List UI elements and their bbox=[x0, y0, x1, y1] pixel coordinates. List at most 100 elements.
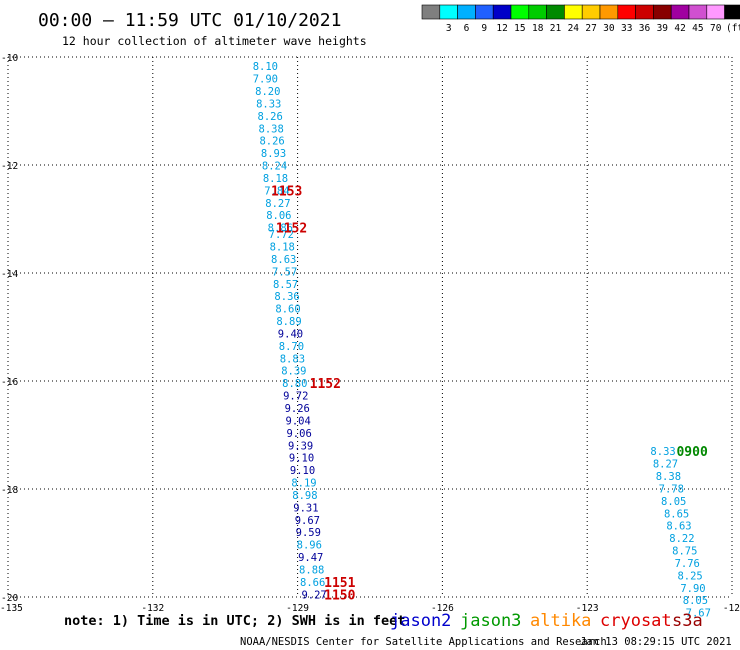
x-tick-label: -132 bbox=[141, 603, 164, 614]
legend-swatch bbox=[564, 4, 583, 20]
pass-time-label: 1153 bbox=[271, 184, 302, 199]
wave-height-point: 8.27 bbox=[265, 198, 290, 210]
footer-credit: NOAA/NESDIS Center for Satellite Applica… bbox=[240, 636, 607, 648]
legend-label: 30 bbox=[603, 23, 615, 34]
wave-height-point: 7.90 bbox=[253, 74, 278, 86]
wave-height-point: 7.67 bbox=[686, 608, 711, 620]
satellite-name-cryosat: cryosat bbox=[600, 611, 672, 631]
wave-height-point: 8.80 bbox=[282, 378, 307, 390]
legend-label: 12 bbox=[496, 23, 507, 34]
legend-label: 42 bbox=[674, 23, 685, 34]
wave-height-point: 8.38 bbox=[656, 471, 681, 483]
wave-height-point: 9.67 bbox=[295, 515, 320, 527]
legend-swatch bbox=[457, 4, 476, 20]
wave-height-point: 7.76 bbox=[675, 558, 700, 570]
wave-height-point: 8.33 bbox=[256, 98, 281, 110]
x-tick-label: -135 bbox=[0, 603, 23, 614]
wave-height-point: 8.26 bbox=[258, 111, 283, 123]
legend-swatch bbox=[492, 4, 512, 20]
plot-grid bbox=[7, 56, 733, 598]
legend-swatch bbox=[599, 4, 619, 20]
chart-title: 00:00 – 11:59 UTC 01/10/2021 bbox=[38, 10, 341, 31]
legend-label: 70 bbox=[710, 23, 722, 34]
legend-swatch bbox=[475, 4, 494, 20]
wave-height-point: 8.63 bbox=[271, 254, 296, 266]
legend-label: 3 bbox=[446, 23, 452, 34]
wave-height-point: 8.25 bbox=[677, 570, 702, 582]
y-tick-label: -20 bbox=[1, 593, 18, 604]
legend-label: 6 bbox=[464, 23, 470, 34]
pass-time-label: 1150 bbox=[324, 588, 355, 603]
legend-label: 36 bbox=[639, 23, 651, 34]
wave-height-point: 8.70 bbox=[279, 341, 304, 353]
wave-height-point: 7.84 bbox=[264, 185, 289, 197]
legend-swatch bbox=[421, 4, 441, 20]
wave-height-point: 8.24 bbox=[262, 161, 287, 173]
wave-height-point: 8.86 bbox=[268, 223, 293, 235]
wave-height-point: 8.39 bbox=[281, 366, 306, 378]
wave-height-point: 8.19 bbox=[291, 478, 316, 490]
wave-height-point: 9.59 bbox=[296, 527, 321, 539]
y-tick-label: -10 bbox=[1, 53, 18, 64]
wave-height-point: 8.89 bbox=[276, 316, 301, 328]
x-tick-label: -129 bbox=[286, 603, 309, 614]
wave-height-point: 8.63 bbox=[666, 521, 691, 533]
legend-swatch bbox=[688, 4, 708, 20]
satellite-name-altika: altika bbox=[530, 611, 591, 631]
wave-height-point: 8.60 bbox=[275, 304, 300, 316]
legend-label: 27 bbox=[585, 23, 596, 34]
satellite-name-jason2: jason2 bbox=[390, 611, 451, 631]
satellite-legend: jason2 jason3 altika cryosat s3a bbox=[390, 611, 703, 631]
wave-height-point: 9.10 bbox=[290, 465, 315, 477]
wave-height-point: 8.05 bbox=[661, 496, 686, 508]
wave-height-point: 9.10 bbox=[289, 453, 314, 465]
wave-height-point: 8.20 bbox=[255, 86, 280, 98]
wave-height-point: 9.27 bbox=[301, 589, 326, 601]
x-tick-label: -126 bbox=[431, 603, 454, 614]
wave-height-point: 8.05 bbox=[683, 595, 708, 607]
x-tick-label: -12 bbox=[723, 603, 740, 614]
legend-label: 45 bbox=[692, 23, 703, 34]
wave-height-point: 8.22 bbox=[669, 533, 694, 545]
wave-height-point: 9.26 bbox=[285, 403, 310, 415]
legend-label: (ft) bbox=[726, 23, 740, 34]
wave-height-point: 8.98 bbox=[292, 490, 317, 502]
legend-label: 15 bbox=[514, 23, 525, 34]
legend-swatch bbox=[670, 4, 690, 20]
wave-height-point: 9.72 bbox=[283, 391, 308, 403]
footer-note: note: 1) Time is in UTC; 2) SWH is in fe… bbox=[64, 613, 405, 629]
wave-height-point: 8.93 bbox=[261, 148, 286, 160]
pass-time-label: 1152 bbox=[276, 222, 307, 237]
wave-height-point: 8.10 bbox=[253, 61, 278, 73]
footer-timestamp: Jan 13 08:29:15 UTC 2021 bbox=[580, 636, 732, 648]
wave-height-point: 7.78 bbox=[659, 483, 684, 495]
chart-subtitle: 12 hour collection of altimeter wave hei… bbox=[62, 34, 367, 48]
pass-time-label: 1152 bbox=[310, 377, 341, 392]
legend-label: 24 bbox=[568, 23, 580, 34]
wave-height-point: 9.47 bbox=[298, 552, 323, 564]
x-tick-label: -123 bbox=[576, 603, 599, 614]
legend-label: 39 bbox=[657, 23, 669, 34]
legend-swatch bbox=[635, 4, 654, 20]
wave-height-point: 8.83 bbox=[280, 353, 305, 365]
axis-ticks: -10 -12 -14 -16 -18 -20-135 -132 -129 -126 -123 -1… bbox=[0, 53, 740, 614]
wave-height-point: 8.96 bbox=[297, 540, 322, 552]
wave-height-point: 9.40 bbox=[278, 328, 303, 340]
wave-height-point: 9.04 bbox=[286, 415, 311, 427]
legend-label: 18 bbox=[532, 23, 544, 34]
legend-swatch bbox=[724, 4, 740, 20]
satellite-name-s3a: s3a bbox=[672, 611, 703, 631]
wave-height-point: 7.90 bbox=[680, 583, 705, 595]
wave-height-point: 8.65 bbox=[664, 508, 689, 520]
legend-swatch bbox=[546, 4, 565, 20]
legend-swatch bbox=[617, 4, 636, 20]
wave-height-point: 8.26 bbox=[259, 136, 284, 148]
wave-height-point: 8.88 bbox=[299, 564, 324, 576]
satellite-name-jason3: jason3 bbox=[460, 611, 521, 631]
pass-time-label: 1151 bbox=[324, 576, 355, 591]
wave-height-point: 9.31 bbox=[293, 502, 318, 514]
wave-height-point: 8.27 bbox=[653, 459, 678, 471]
pass-time-label: 0900 bbox=[676, 445, 707, 460]
wave-height-point: 8.33 bbox=[650, 446, 675, 458]
